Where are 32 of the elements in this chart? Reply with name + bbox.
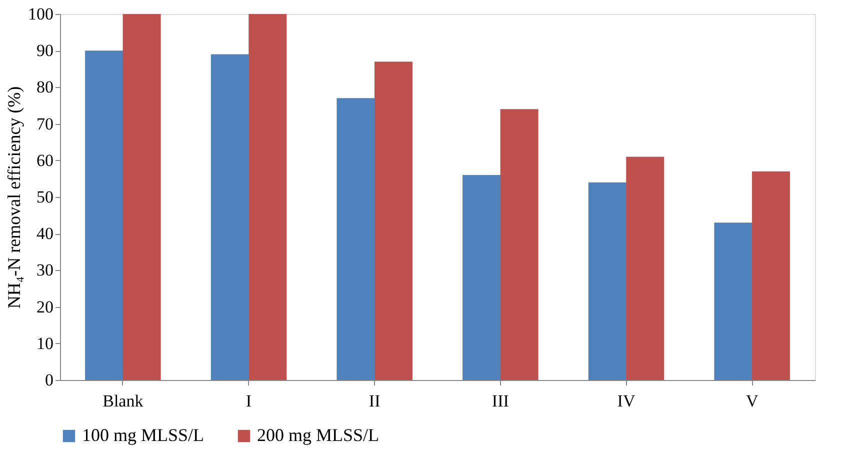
- x-tick-label: I: [246, 392, 252, 410]
- y-tick-label: 30: [36, 260, 54, 280]
- y-axis-title: NH₄-N removal efficiency (%): [4, 86, 24, 309]
- bar: [588, 182, 626, 380]
- bar: [462, 175, 501, 380]
- y-tick-label: 0: [45, 370, 54, 390]
- bar: [210, 54, 249, 380]
- bar: [626, 156, 664, 380]
- y-tick-label: 70: [36, 114, 54, 134]
- legend-label: 200 mg MLSS/L: [257, 425, 380, 445]
- y-tick-label: 100: [28, 4, 54, 24]
- y-tick-label: 50: [36, 188, 54, 206]
- y-tick-label: 80: [36, 78, 54, 97]
- bar: [336, 98, 375, 380]
- y-tick-label: 90: [36, 41, 54, 60]
- y-tick-label: 20: [36, 297, 54, 316]
- y-tick-label: 40: [36, 224, 54, 244]
- bar: [752, 171, 790, 380]
- bar: [714, 222, 752, 380]
- x-tick-label: V: [746, 392, 759, 410]
- bar: [500, 109, 538, 380]
- legend-label: 100 mg MLSS/L: [82, 425, 204, 445]
- bar: [122, 14, 161, 380]
- x-tick-label: IV: [617, 392, 636, 410]
- x-tick-label: Blank: [102, 392, 144, 410]
- x-tick-label: II: [368, 392, 381, 410]
- y-tick-label: 10: [36, 334, 54, 353]
- bar: [85, 50, 124, 380]
- bar: [374, 62, 412, 380]
- x-tick-label: III: [492, 392, 510, 410]
- y-tick-label: 60: [36, 150, 54, 170]
- bar: [248, 14, 287, 380]
